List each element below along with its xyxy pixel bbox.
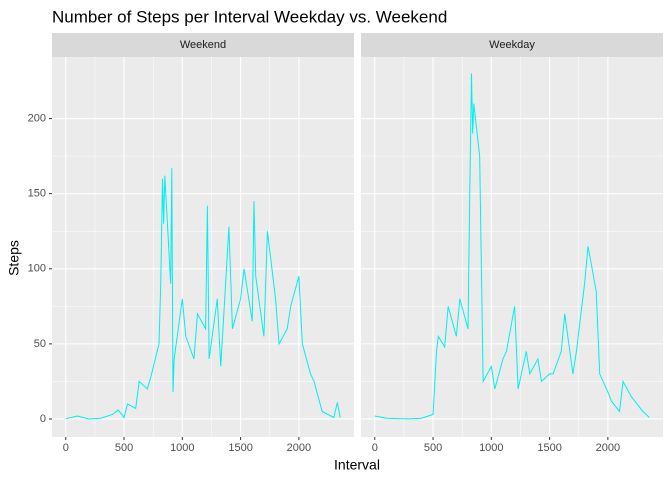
y-tick-label: 200 [28, 112, 46, 124]
strip-label: Weekday [489, 39, 535, 51]
y-tick-label: 50 [34, 338, 46, 350]
y-axis-label: Steps [6, 240, 22, 276]
x-tick-label: 500 [424, 442, 442, 454]
x-tick-label: 0 [372, 442, 378, 454]
chart-title: Number of Steps per Interval Weekday vs.… [52, 7, 447, 26]
x-tick-label: 1500 [537, 442, 561, 454]
x-axis-label: Interval [334, 457, 380, 473]
strip [52, 33, 354, 57]
x-tick-label: 1000 [170, 442, 194, 454]
data-line [374, 73, 650, 420]
x-tick-label: 2000 [287, 442, 311, 454]
y-tick-label: 150 [28, 188, 46, 200]
x-tick-label: 500 [115, 442, 133, 454]
y-tick-label: 0 [40, 413, 46, 425]
x-tick-label: 0 [63, 442, 69, 454]
panel [52, 57, 354, 437]
data-line [65, 168, 341, 420]
strip [361, 33, 663, 57]
strip-label: Weekend [180, 39, 226, 51]
x-tick-label: 1500 [228, 442, 252, 454]
x-tick-label: 2000 [596, 442, 620, 454]
panel [361, 57, 663, 437]
x-tick-label: 1000 [479, 442, 503, 454]
y-tick-label: 100 [28, 263, 46, 275]
